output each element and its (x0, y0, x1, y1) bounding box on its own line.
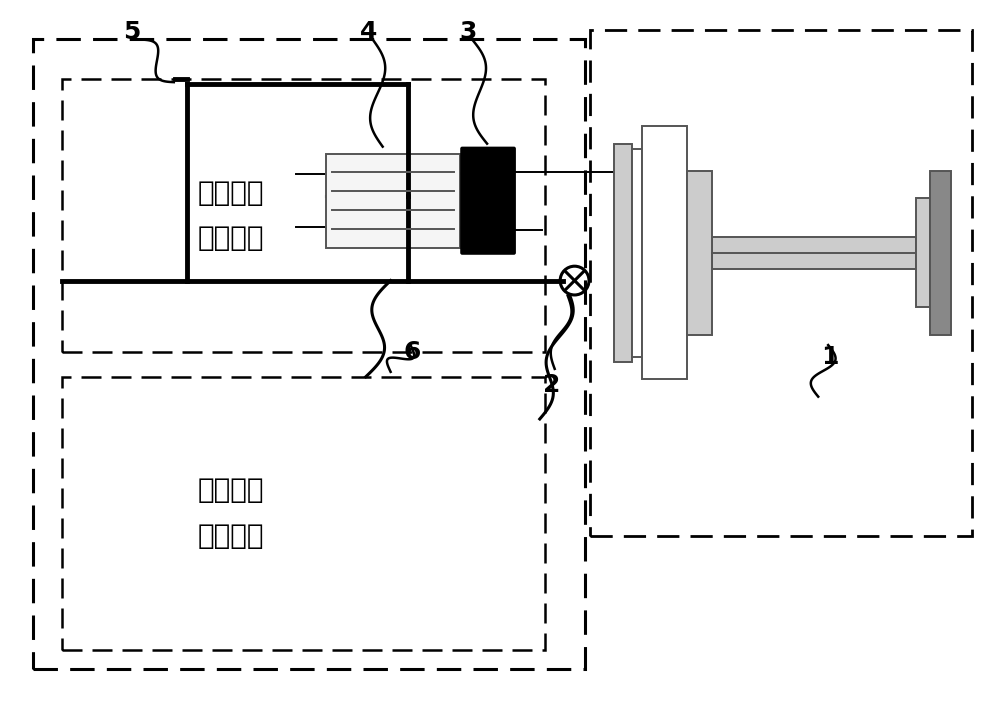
Bar (326, 153, 460, 248)
Bar (590, 30, 972, 536)
Bar (930, 171, 951, 334)
FancyBboxPatch shape (460, 146, 516, 255)
Bar (642, 127, 687, 379)
Bar (632, 148, 642, 357)
Text: 2: 2 (543, 373, 560, 397)
Bar (712, 237, 916, 269)
Text: 6: 6 (404, 340, 421, 364)
Text: 5: 5 (123, 20, 141, 44)
Bar (614, 144, 632, 362)
Bar (687, 171, 712, 334)
Bar (62, 79, 545, 352)
Text: 1: 1 (821, 345, 839, 369)
Bar (33, 40, 585, 670)
Text: 信号发生
采集系统: 信号发生 采集系统 (198, 179, 265, 252)
Bar (916, 198, 930, 308)
Text: 3: 3 (459, 20, 477, 44)
Bar (62, 377, 545, 650)
Text: 4: 4 (360, 20, 377, 44)
Text: 分析显示
评判系统: 分析显示 评判系统 (198, 477, 265, 550)
